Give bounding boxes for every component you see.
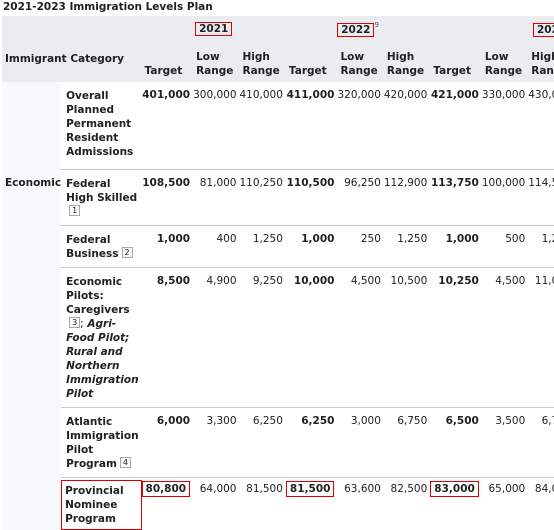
table-row: Federal Business 2 1,000 400 1,250 1,000 … xyxy=(2,225,554,268)
low-range-header: Low Range xyxy=(484,51,523,77)
cell-low: 63,600 xyxy=(344,482,381,495)
cell-high: 110,250 xyxy=(239,169,286,226)
target-header: Target xyxy=(433,65,472,77)
cell-low: 96,250 xyxy=(337,169,384,226)
year-header-2023: 20239 xyxy=(430,16,554,41)
cell-target: 80,800 xyxy=(141,477,194,530)
table-row: Atlantic Immigration Pilot Program 4 6,00… xyxy=(2,407,554,478)
cell-high: 81,500 xyxy=(246,482,283,495)
cell-high: 82,500 xyxy=(390,482,428,495)
year-header-2022: 2022 9 xyxy=(286,16,430,41)
cell-high: 6,750 xyxy=(528,407,554,478)
cell-target: 113,750 xyxy=(430,169,482,226)
cell-low: 81,000 xyxy=(193,169,240,226)
cell-target: 6,250 xyxy=(285,407,338,478)
cell-low: 100,000 xyxy=(481,169,529,226)
footnote-ref[interactable]: 9 xyxy=(374,20,379,29)
low-range-header: Low Range xyxy=(340,51,378,77)
cell-high: 6,250 xyxy=(239,407,286,478)
cell-high: 84,000 xyxy=(534,482,554,495)
table-row: Economic Federal High Skilled1 108,500 8… xyxy=(2,169,554,530)
cell-low: 3,500 xyxy=(481,407,529,478)
target-header: Target xyxy=(144,65,183,77)
cell-low: 64,000 xyxy=(199,482,237,495)
cell-low: 3,300 xyxy=(193,407,240,478)
cell-low: 4,500 xyxy=(481,267,529,408)
group-cell-economic: Economic xyxy=(2,169,62,530)
cell-target: 1,000 xyxy=(285,225,338,268)
cell-target: 108,500 xyxy=(141,169,194,226)
cell-target: 1,000 xyxy=(141,225,194,268)
year-header-2021: 2021 xyxy=(142,16,286,41)
cell-target: 10,000 xyxy=(285,267,338,408)
cell-target: 6,000 xyxy=(141,407,194,478)
footnote-ref[interactable]: 2 xyxy=(121,246,133,258)
high-range-header: High Range xyxy=(386,51,425,77)
cell-target: 421,000 xyxy=(430,82,482,170)
row-label: Federal Business 2 xyxy=(61,225,142,268)
footnote-ref[interactable]: 3 xyxy=(69,316,81,328)
row-label: Economic Pilots: Caregivers3; Agri-Food … xyxy=(61,267,142,408)
cell-low: 320,000 xyxy=(337,82,384,170)
cell-high: 114,500 xyxy=(528,169,554,226)
cell-low: 4,500 xyxy=(337,267,384,408)
cell-low: 65,000 xyxy=(488,482,526,495)
cell-high: 10,500 xyxy=(383,267,431,408)
cell-high: 11,000 xyxy=(528,267,554,408)
cell-low: 250 xyxy=(337,225,384,268)
cell-high: 112,900 xyxy=(383,169,431,226)
table-row: Economic Pilots: Caregivers3; Agri-Food … xyxy=(2,267,554,408)
cell-high: 9,250 xyxy=(239,267,286,408)
cell-low: 4,900 xyxy=(193,267,240,408)
cell-target: 110,500 xyxy=(285,169,338,226)
row-label: Atlantic Immigration Pilot Program 4 xyxy=(61,407,142,478)
footnote-ref[interactable]: 1 xyxy=(69,204,81,216)
cell-target: 10,250 xyxy=(430,267,482,408)
cell-high: 1,250 xyxy=(383,225,431,268)
footnote-ref[interactable]: 4 xyxy=(119,456,131,468)
cell-low: 500 xyxy=(481,225,529,268)
cell-low: 330,000 xyxy=(481,82,529,170)
row-label: Provincial Nominee Program xyxy=(61,477,142,530)
cell-low: 3,000 xyxy=(337,407,384,478)
low-range-header: Low Range xyxy=(196,51,234,77)
cell-target: 81,500 xyxy=(285,477,338,530)
group-cell xyxy=(2,82,62,169)
cell-high: 6,750 xyxy=(383,407,431,478)
cell-target: 401,000 xyxy=(141,82,194,170)
table-caption: 2021-2023 Immigration Levels Plan xyxy=(3,1,213,13)
high-range-header: High Range xyxy=(531,51,554,77)
cell-high: 1,250 xyxy=(239,225,286,268)
row-label: Federal High Skilled1 xyxy=(61,169,142,226)
cell-low: 300,000 xyxy=(193,82,240,170)
cell-target: 83,000 xyxy=(430,477,482,530)
cell-low: 400 xyxy=(193,225,240,268)
cell-high: 410,000 xyxy=(239,82,286,170)
row-label: Overall Planned Permanent Resident Admis… xyxy=(61,82,142,170)
cell-target: 8,500 xyxy=(141,267,194,408)
cell-high: 1,250 xyxy=(528,225,554,268)
category-header: Immigrant Category xyxy=(5,53,125,65)
table-row: Overall Planned Permanent Resident Admis… xyxy=(2,82,554,170)
target-header: Target xyxy=(288,65,327,77)
cell-high: 430,000 xyxy=(528,82,554,170)
cell-high: 420,000 xyxy=(383,82,431,170)
cell-target: 1,000 xyxy=(430,225,482,268)
cell-target: 6,500 xyxy=(430,407,482,478)
cell-target: 411,000 xyxy=(285,82,338,170)
table-row: Provincial Nominee Program 80,800 64,000… xyxy=(2,477,554,530)
high-range-header: High Range xyxy=(242,51,280,77)
